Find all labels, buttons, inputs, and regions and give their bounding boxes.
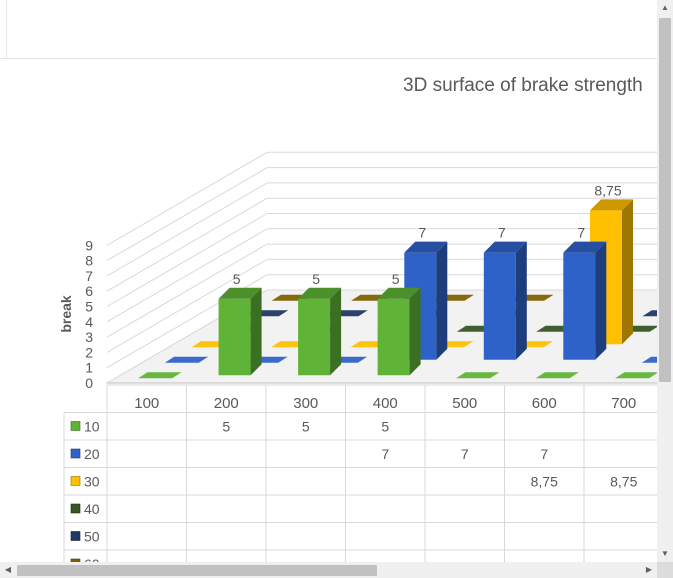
- legend-key: [70, 531, 81, 541]
- floor-tile: [456, 372, 500, 379]
- legend-key: [70, 476, 81, 486]
- data-label: 5: [312, 271, 320, 287]
- legend-series-name: 10: [84, 419, 100, 435]
- y-tick-label: 3: [85, 329, 93, 345]
- table-cell: 7: [540, 446, 548, 462]
- bar-top: [563, 241, 607, 253]
- bar-top: [377, 287, 421, 299]
- horizontal-scrollbar[interactable]: ◀ ▶: [0, 562, 657, 578]
- table-cell: 7: [381, 446, 389, 462]
- legend-series-name: 20: [84, 446, 100, 462]
- y-tick-label: 8: [85, 253, 93, 269]
- legend-key: [70, 448, 81, 459]
- floor-tile: [641, 356, 657, 363]
- legend-key: [70, 421, 81, 431]
- category-label: 100: [134, 395, 159, 412]
- bar-side: [595, 241, 607, 360]
- category-label: 600: [532, 395, 557, 412]
- bar-top: [483, 241, 527, 253]
- scroll-left-icon[interactable]: ◀: [4, 565, 12, 574]
- floor-tile: [164, 356, 209, 363]
- category-label: 300: [293, 395, 318, 412]
- scroll-up-icon[interactable]: ▲: [661, 3, 669, 12]
- bar-side: [330, 287, 342, 376]
- vertical-scrollbar[interactable]: ▲ ▼: [657, 0, 673, 562]
- y-axis-label: break: [58, 295, 74, 333]
- bar-side: [515, 241, 527, 360]
- floor-tile: [615, 372, 657, 379]
- vertical-scroll-thumb[interactable]: [659, 18, 671, 382]
- category-label: 500: [452, 395, 477, 412]
- legend-series-name: 60: [84, 556, 100, 562]
- data-label: 7: [577, 225, 585, 241]
- y-tick-label: 5: [85, 299, 93, 315]
- gridline-side: [106, 151, 268, 246]
- y-tick-label: 9: [85, 237, 93, 253]
- bar-front: [563, 252, 596, 360]
- legend-key: [70, 503, 81, 514]
- bar-front: [298, 298, 331, 376]
- bar-front: [483, 252, 516, 360]
- y-tick-label: 4: [85, 314, 93, 330]
- scroll-down-icon[interactable]: ▼: [661, 549, 669, 558]
- gridline-side: [106, 243, 268, 338]
- legend-series-name: 30: [84, 474, 100, 490]
- table-cell: 8,75: [531, 474, 558, 490]
- floor-tile: [642, 310, 657, 317]
- scrollbar-corner: [657, 562, 673, 578]
- legend-key: [70, 558, 81, 562]
- chart-title: 3D surface of brake strength: [403, 75, 643, 96]
- bar-top: [590, 199, 633, 211]
- data-label: 7: [418, 225, 426, 241]
- bar-front: [377, 298, 410, 376]
- bar-top: [298, 287, 342, 299]
- legend-series-name: 40: [84, 501, 100, 517]
- bar-side: [436, 241, 448, 360]
- gridline-side: [106, 167, 268, 262]
- gridline-side: [106, 228, 268, 323]
- data-label: 5: [392, 271, 400, 287]
- table-cell: 5: [222, 419, 230, 435]
- scroll-right-icon[interactable]: ▶: [645, 565, 653, 574]
- table-cell: 5: [302, 419, 310, 435]
- y-tick-label: 1: [85, 360, 93, 376]
- table-cell: 8,75: [610, 474, 637, 490]
- bar-front: [218, 298, 251, 376]
- bar-side: [250, 287, 262, 376]
- floor-tile: [535, 372, 579, 379]
- y-tick-label: 0: [85, 375, 93, 391]
- bar-side: [622, 199, 633, 345]
- y-tick-label: 7: [85, 268, 93, 284]
- y-tick-label: 2: [85, 344, 93, 360]
- category-label: 400: [373, 395, 398, 412]
- legend-series-name: 50: [84, 529, 100, 545]
- bar-top: [404, 241, 448, 253]
- category-label: 200: [214, 395, 239, 412]
- data-label: 8,75: [594, 182, 621, 198]
- floor-tile: [138, 372, 182, 379]
- divider: [6, 0, 7, 58]
- gridline-side: [106, 182, 268, 277]
- data-label: 7: [498, 225, 506, 241]
- table-cell: 7: [461, 446, 469, 462]
- horizontal-scroll-thumb[interactable]: [17, 565, 377, 576]
- data-label: 5: [233, 271, 241, 287]
- bar-side: [409, 287, 421, 376]
- bar-top: [218, 287, 262, 299]
- y-tick-label: 6: [85, 283, 93, 299]
- gridline-side: [106, 258, 268, 353]
- gridline-side: [106, 213, 268, 307]
- chart-header-band: [0, 0, 657, 59]
- table-cell: 5: [381, 419, 389, 435]
- category-label: 700: [611, 395, 636, 412]
- gridline-side: [106, 197, 268, 292]
